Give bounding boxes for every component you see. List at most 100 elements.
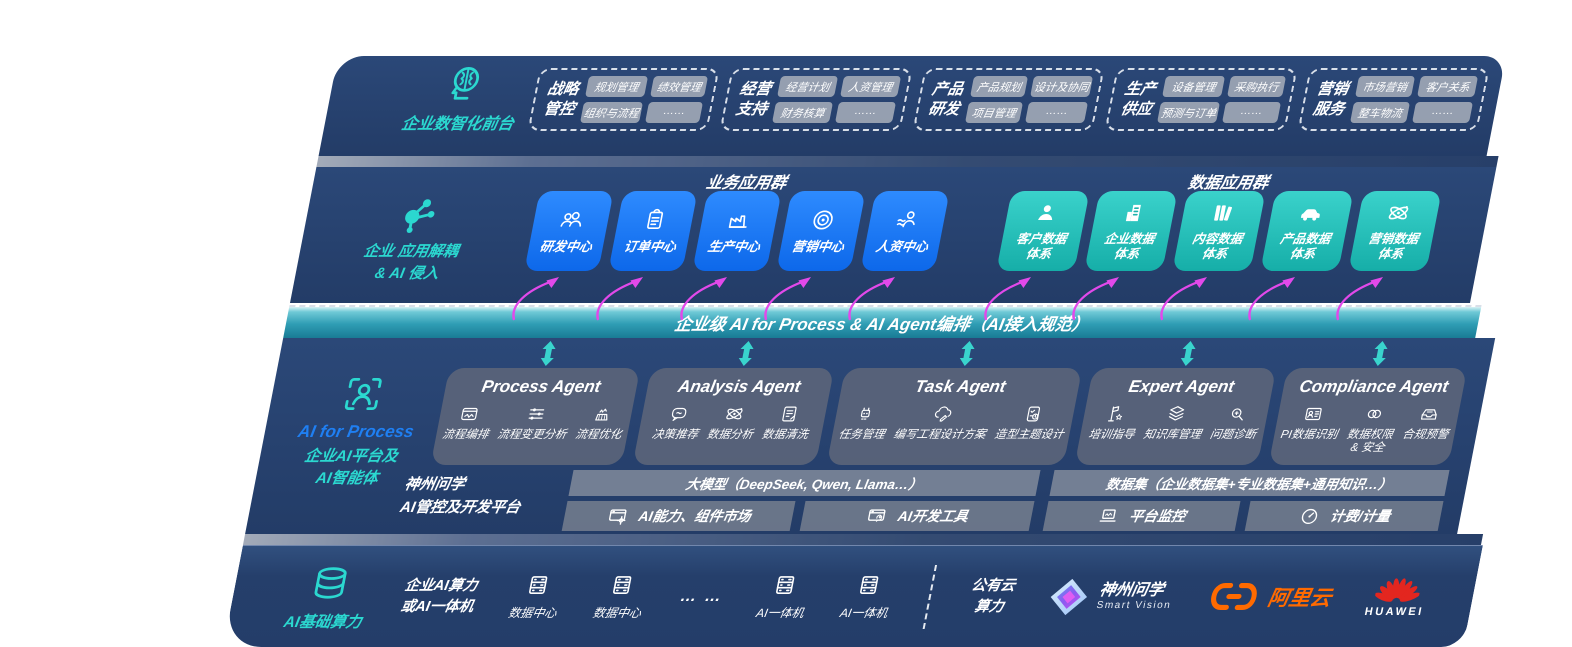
front-office-item: 项目管理 — [964, 102, 1024, 123]
aliyun-name: 阿里云 — [1265, 586, 1334, 610]
diagram-stack: 企业数智化前台 战略 管控 规划管理 绩效管理 组织与流程…… 经营 支持 经营计划 人资… — [223, 56, 1572, 647]
checklist-clock-icon — [1026, 406, 1040, 422]
agent: Task Agent 任务管理 编写工程设计方案 造型主题设计 — [826, 341, 1083, 466]
front-office-item: 设备管理 — [1162, 76, 1226, 97]
platform-label: 神州问学 AI管控及开发平台 — [396, 470, 560, 531]
front-office-item: …… — [1412, 102, 1474, 123]
agent-title: Process Agent — [480, 377, 603, 396]
magenta-flow-arrow — [680, 277, 728, 321]
huawei-name: HUAWEI — [1363, 605, 1426, 618]
front-office-label-block: 企业数智化前台 — [381, 62, 545, 134]
front-office-group-title: 经营 支持 — [734, 81, 773, 118]
front-office-item: 组织与流程 — [579, 102, 644, 123]
ellipsis: … … — [679, 587, 725, 605]
teal-updown-arrow — [540, 341, 556, 366]
capability-label: 任务管理 — [837, 429, 886, 441]
teal-updown-arrow — [959, 341, 975, 366]
agent: Expert Agent 培训指导 知识库管理 问题诊断 — [1074, 341, 1277, 466]
chat-face-icon — [671, 407, 687, 422]
model-group: 大模型（DeepSeek, Qwen, Llama…） AI能力、组件市场 AI… — [561, 470, 1041, 531]
capability-market-label: AI能力、组件市场 — [637, 508, 753, 524]
platform-label-line1: 神州问学 — [403, 476, 467, 493]
front-office-item: 设计及协同 — [1030, 76, 1094, 97]
billing-label: 计费/计量 — [1328, 508, 1392, 524]
server-icon — [613, 576, 632, 594]
group-gap — [944, 191, 1002, 271]
business-app-card: 订单中心 — [608, 191, 698, 271]
capability-label: 数据权限 & 安全 — [1345, 429, 1395, 455]
capability-label: 造型主题设计 — [993, 429, 1065, 441]
ai-platform-title-line3: AI智能体 — [314, 470, 380, 488]
compute-label-block: AI基础算力 — [282, 562, 373, 632]
data-app-card: 客户数据 体系 — [996, 191, 1090, 271]
data-app-card: 产品数据 体系 — [1260, 191, 1354, 271]
people-icon — [560, 212, 582, 227]
data-app-label: 企业数据 体系 — [1103, 232, 1156, 261]
magenta-flow-arrow — [764, 277, 812, 321]
robot-icon — [861, 407, 871, 420]
diagnose-icon — [1231, 408, 1243, 421]
agent-box: Task Agent 任务管理 编写工程设计方案 造型主题设计 — [826, 368, 1083, 466]
compute-node: 数据中心 — [507, 572, 565, 621]
business-app: 营销中心 — [764, 191, 866, 321]
compute-layer: AI基础算力 企业AI算力 或AI一体机 数据中心 数据中心 … … AI一体机 … — [223, 545, 1483, 647]
laptop-monitor-icon — [1099, 509, 1116, 522]
capability-label: 数据清洗 — [760, 429, 810, 441]
front-office-group-title: 营销 服务 — [1311, 81, 1350, 118]
magenta-flow-arrow — [1248, 277, 1296, 321]
smartvision-logo-icon — [1051, 578, 1088, 615]
front-office-item: 绩效管理 — [650, 76, 709, 97]
building-icon — [1125, 204, 1141, 222]
agent: Process Agent 流程编排 流程变更分析 流程优化 — [430, 341, 641, 466]
agent-capability: 知识库管理 — [1142, 403, 1207, 442]
agent-title: Analysis Agent — [676, 377, 803, 396]
doc-clean-icon — [781, 406, 797, 422]
smartvision-subtitle: Smart Vision — [1095, 600, 1173, 612]
data-app-label: 产品数据 体系 — [1279, 232, 1332, 261]
business-app: 研发中心 — [512, 191, 614, 321]
capability-market-bar: AI能力、组件市场 — [561, 501, 796, 531]
agent-title: Compliance Agent — [1297, 377, 1451, 396]
agent-capability: 任务管理 — [837, 403, 891, 442]
app-cards-row: 研发中心 订单中心 生产中心 营销中心 人资中心 客户数据 体系 企业数据 体系 内… — [512, 191, 1442, 321]
car-icon — [1300, 209, 1320, 221]
agent-capability: 决策推荐 — [651, 403, 705, 442]
data-app: 企业数据 体系 — [1072, 191, 1178, 321]
magenta-flow-arrow — [1072, 277, 1120, 321]
business-app-label: 订单中心 — [622, 239, 678, 255]
front-office-item: 财务核算 — [772, 102, 834, 123]
front-office-group-title: 产品 研发 — [926, 81, 965, 118]
business-group-header: 业务应用群 — [704, 175, 788, 192]
front-office-group: 战略 管控 规划管理 绩效管理 组织与流程…… — [527, 68, 721, 131]
ai-platform-label-block: AI for Process 企业AI平台及 AI智能体 — [264, 372, 449, 491]
business-app-label: 研发中心 — [538, 239, 594, 255]
magenta-flow-arrow — [848, 277, 896, 321]
business-app: 生产中心 — [680, 191, 782, 321]
platform-row: 神州问学 AI管控及开发平台 大模型（DeepSeek, Qwen, Llama… — [396, 470, 1450, 531]
compute-title: AI基础算力 — [282, 613, 364, 631]
compute-row: AI基础算力 企业AI算力 或AI一体机 数据中心 数据中心 … … AI一体机 … — [223, 546, 1483, 647]
data-app: 营销数据 体系 — [1336, 191, 1442, 321]
ai-for-process-title: AI for Process — [296, 422, 416, 441]
layer-edge-strip — [242, 534, 1484, 545]
monitor-label: 平台监控 — [1127, 508, 1188, 524]
front-office-item: 预测与订单 — [1157, 102, 1221, 123]
books-icon — [1214, 205, 1233, 221]
model-bar: 大模型（DeepSeek, Qwen, Llama…） — [568, 470, 1041, 496]
ai-platform-title-line2: 企业AI平台及 — [303, 447, 400, 465]
dataset-bar-label: 数据集（企业数据集+专业数据集+通用知识…） — [1104, 477, 1394, 492]
agent-capability: 编写工程设计方案 — [892, 403, 992, 442]
layers-icon — [1168, 406, 1185, 421]
front-office-item: …… — [644, 102, 704, 123]
data-app-label: 客户数据 体系 — [1015, 232, 1068, 261]
atom-icon — [1388, 205, 1409, 220]
data-app-card: 企业数据 体系 — [1084, 191, 1178, 271]
app-layer: 企业 应用解耦 & AI 侵入 业务应用群 数据应用群 研发中心 订单中心 生产中… — [289, 167, 1497, 321]
front-office-group-items: 设备管理 采购执行 预测与订单…… — [1157, 76, 1286, 123]
agent: Compliance Agent PI数据识别 数据权限 & 安全 合规预警 — [1268, 341, 1468, 466]
data-app-label: 营销数据 体系 — [1367, 232, 1420, 261]
agent-capability: 流程变更分析 — [496, 403, 573, 442]
layer-edge-strip — [316, 156, 1499, 167]
enterprise-compute-label: 企业AI算力 或AI一体机 — [399, 578, 479, 615]
magenta-flow-arrow — [1160, 277, 1208, 321]
